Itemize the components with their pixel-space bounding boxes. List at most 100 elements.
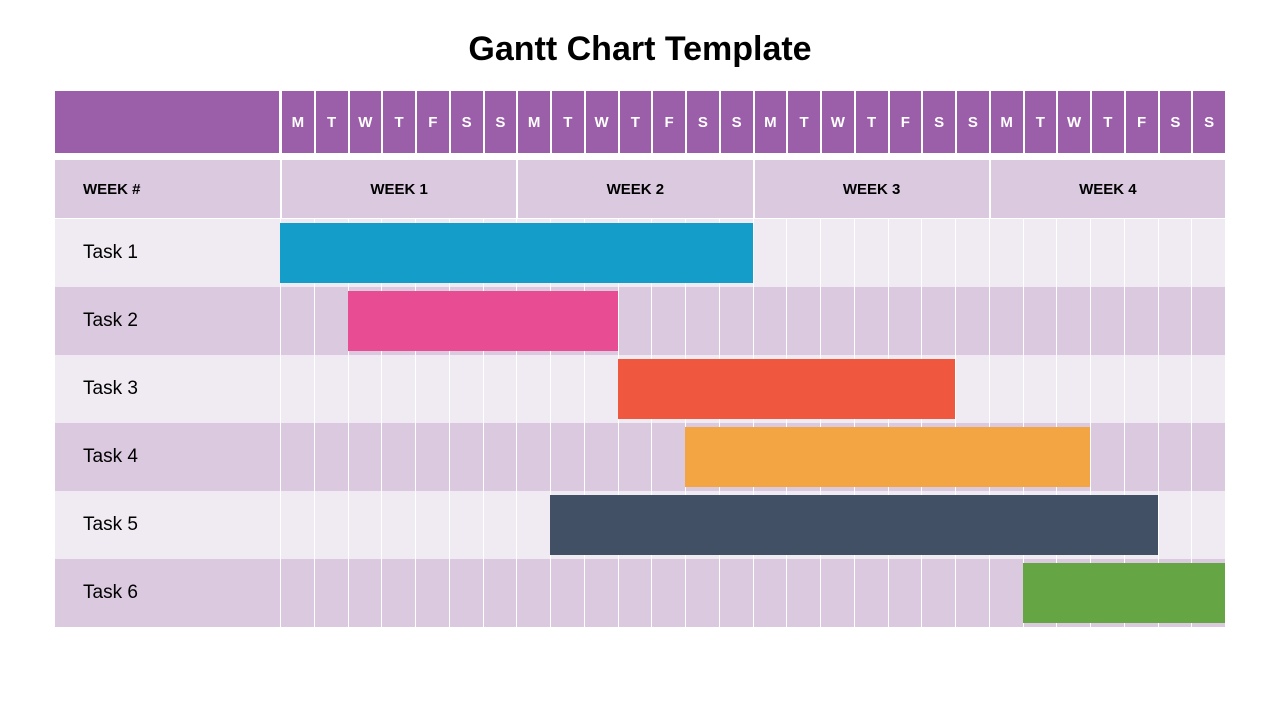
day-cell — [786, 287, 820, 355]
task-row: Task 4 — [55, 423, 1225, 491]
day-header-cell: F — [888, 91, 922, 153]
day-cell — [753, 559, 787, 627]
day-cell — [989, 219, 1023, 287]
day-cell — [989, 559, 1023, 627]
day-cell — [1158, 355, 1192, 423]
day-cell — [483, 559, 517, 627]
day-cell — [584, 355, 618, 423]
day-cell — [888, 287, 922, 355]
day-header-cell: T — [618, 91, 652, 153]
day-header-cell: M — [516, 91, 550, 153]
day-header-cell: W — [1056, 91, 1090, 153]
day-cell — [550, 423, 584, 491]
day-cell — [348, 559, 382, 627]
day-cell — [685, 287, 719, 355]
gantt-bar — [1023, 563, 1226, 623]
day-cell — [1191, 491, 1225, 559]
day-cell — [1191, 423, 1225, 491]
day-cell — [449, 355, 483, 423]
day-cell — [989, 287, 1023, 355]
day-header-cell: M — [989, 91, 1023, 153]
task-timeline — [280, 287, 1225, 355]
day-cell — [415, 559, 449, 627]
day-cell — [415, 423, 449, 491]
day-cell — [449, 559, 483, 627]
day-cell — [888, 219, 922, 287]
day-cell — [314, 355, 348, 423]
day-header-cell: S — [483, 91, 517, 153]
day-cell — [786, 559, 820, 627]
task-label: Task 3 — [55, 355, 280, 423]
day-cell — [1090, 423, 1124, 491]
day-cell — [1191, 287, 1225, 355]
day-header-cell: M — [753, 91, 787, 153]
day-header-cell: W — [820, 91, 854, 153]
day-cell — [921, 219, 955, 287]
day-cell — [685, 559, 719, 627]
day-cell — [1158, 287, 1192, 355]
day-cell — [651, 287, 685, 355]
day-cell — [1158, 219, 1192, 287]
day-cell — [280, 423, 314, 491]
day-cell — [314, 423, 348, 491]
day-cell — [314, 287, 348, 355]
day-cell — [381, 423, 415, 491]
task-label: Task 6 — [55, 559, 280, 627]
day-cell — [584, 559, 618, 627]
week-header-cell: WEEK 1 — [280, 159, 516, 219]
week-number-label: WEEK # — [55, 159, 280, 219]
week-header-cell: WEEK 2 — [516, 159, 752, 219]
day-header-cell: T — [1023, 91, 1057, 153]
day-cell — [1023, 287, 1057, 355]
day-cell — [314, 559, 348, 627]
chart-title: Gantt Chart Template — [55, 30, 1225, 69]
task-timeline — [280, 355, 1225, 423]
day-cell — [516, 355, 550, 423]
gantt-chart-container: Gantt Chart Template MTWTFSSMTWTFSSMTWTF… — [0, 0, 1280, 627]
day-cell — [516, 423, 550, 491]
day-cell — [280, 491, 314, 559]
task-label: Task 2 — [55, 287, 280, 355]
gantt-bar — [550, 495, 1158, 555]
day-header-cell: T — [854, 91, 888, 153]
day-cell — [651, 559, 685, 627]
day-cell — [1056, 287, 1090, 355]
day-cell — [1158, 491, 1192, 559]
week-header-grid: WEEK 1WEEK 2WEEK 3WEEK 4 — [280, 159, 1225, 219]
day-header-cell: M — [280, 91, 314, 153]
gantt-bar — [280, 223, 753, 283]
day-cell — [921, 287, 955, 355]
day-cell — [854, 559, 888, 627]
day-cell — [1158, 423, 1192, 491]
task-label: Task 5 — [55, 491, 280, 559]
day-cell — [550, 355, 584, 423]
day-cell — [1124, 423, 1158, 491]
day-cell — [348, 491, 382, 559]
day-cell — [381, 559, 415, 627]
day-cell — [280, 559, 314, 627]
day-header-cell: T — [381, 91, 415, 153]
task-timeline — [280, 219, 1225, 287]
day-cell — [1191, 219, 1225, 287]
day-cell — [1056, 355, 1090, 423]
task-row: Task 3 — [55, 355, 1225, 423]
day-cell — [618, 423, 652, 491]
day-cell — [584, 423, 618, 491]
day-cell — [1124, 355, 1158, 423]
day-cell — [1090, 287, 1124, 355]
day-header-cell: S — [955, 91, 989, 153]
day-cell — [719, 287, 753, 355]
day-cell — [280, 355, 314, 423]
day-cell — [516, 491, 550, 559]
task-row: Task 6 — [55, 559, 1225, 627]
day-header-cell: F — [1124, 91, 1158, 153]
day-cell — [820, 219, 854, 287]
day-cell — [483, 423, 517, 491]
day-header-grid: MTWTFSSMTWTFSSMTWTFSSMTWTFSS — [280, 91, 1225, 153]
day-cell — [955, 219, 989, 287]
day-header-cell: S — [1191, 91, 1225, 153]
day-cell — [381, 491, 415, 559]
task-row: Task 2 — [55, 287, 1225, 355]
day-cell — [719, 559, 753, 627]
day-cell — [854, 287, 888, 355]
